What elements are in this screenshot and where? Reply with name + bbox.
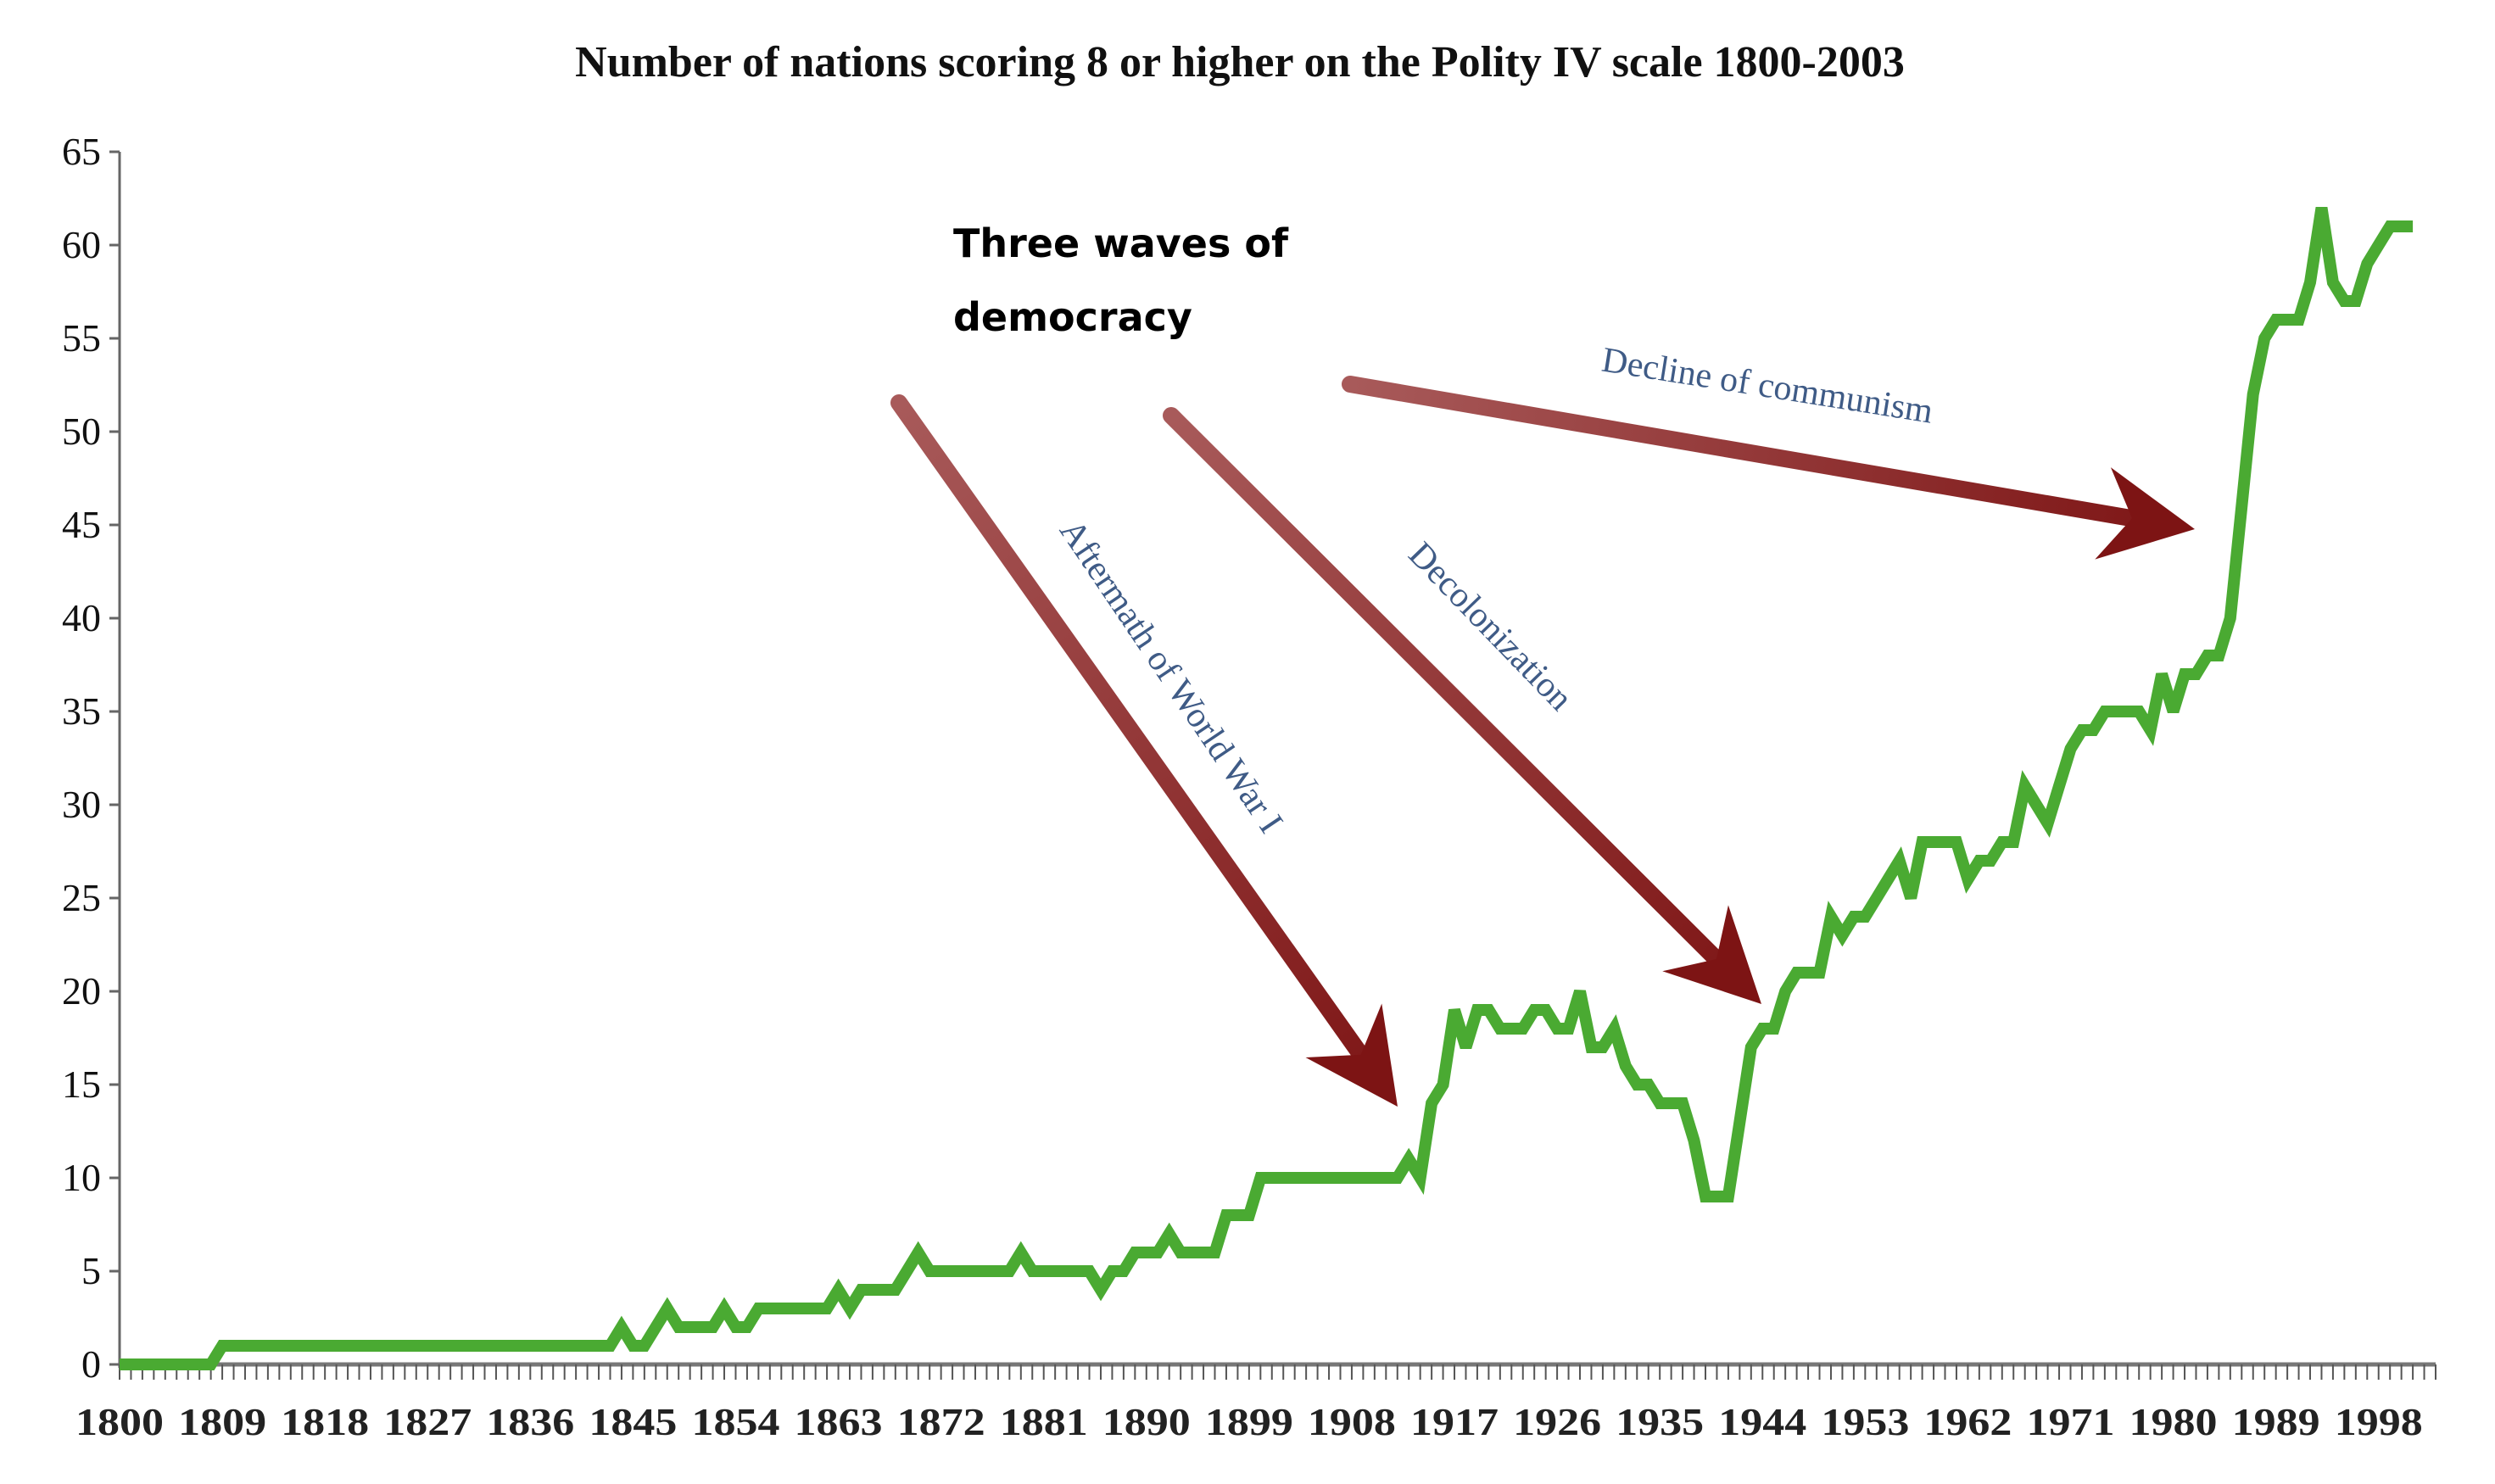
arrow2-label: Decolonization bbox=[1401, 535, 1580, 719]
x-ticks: 1800 1809 1818 1827 1836 1845 1854 1863 1872 1881… bbox=[75, 1364, 2436, 1443]
x-tick-label: 1836 bbox=[486, 1400, 574, 1443]
x-tick-label: 1980 bbox=[2129, 1400, 2218, 1443]
x-tick-label: 1881 bbox=[1000, 1400, 1088, 1443]
y-tick-label: 5 bbox=[81, 1249, 101, 1292]
arrow-aftermath-ww1 bbox=[890, 394, 1398, 1107]
x-tick-label: 1989 bbox=[2232, 1400, 2320, 1443]
x-tick-label: 1917 bbox=[1410, 1400, 1499, 1443]
series bbox=[120, 206, 2414, 1370]
x-tick-label: 1890 bbox=[1102, 1400, 1191, 1443]
x-tick-label: 1872 bbox=[897, 1400, 985, 1443]
x-tick-label: 1962 bbox=[1923, 1400, 2012, 1443]
arrow-head bbox=[2095, 467, 2195, 560]
y-tick-label: 10 bbox=[62, 1156, 101, 1199]
series-line bbox=[120, 206, 2414, 1370]
y-ticks: 0 5 10 15 20 25 30 35 40 45 50 55 60 65 bbox=[62, 130, 120, 1386]
arrow3-label: Decline of communism bbox=[1599, 341, 1936, 432]
x-tick-label: 1971 bbox=[2026, 1400, 2114, 1443]
arrows bbox=[890, 376, 2195, 1107]
y-tick-label: 55 bbox=[62, 316, 101, 360]
y-tick-label: 60 bbox=[62, 223, 101, 266]
axes bbox=[118, 152, 2436, 1368]
y-tick-label: 30 bbox=[62, 783, 101, 826]
x-tick-label: 1926 bbox=[1513, 1400, 1601, 1443]
y-tick-label: 15 bbox=[62, 1063, 101, 1106]
arrow-head bbox=[1662, 905, 1761, 1004]
y-tick-label: 40 bbox=[62, 596, 101, 639]
x-tick-label: 1998 bbox=[2335, 1400, 2423, 1443]
x-tick-label: 1863 bbox=[795, 1400, 883, 1443]
y-tick-label: 0 bbox=[81, 1342, 101, 1386]
x-tick-label: 1953 bbox=[1821, 1400, 1909, 1443]
arrow-head bbox=[1305, 1003, 1398, 1107]
y-tick-label: 35 bbox=[62, 689, 101, 733]
x-tick-label: 1827 bbox=[383, 1400, 472, 1443]
arrow-decolonization bbox=[1163, 407, 1761, 1004]
chart-title: Number of nations scoring 8 or higher on… bbox=[575, 38, 1905, 86]
arrow-shaft bbox=[1342, 376, 2146, 528]
y-tick-label: 25 bbox=[62, 876, 101, 919]
arrow-decline-communism bbox=[1342, 376, 2195, 560]
y-tick-label: 65 bbox=[62, 130, 101, 173]
x-tick-label: 1935 bbox=[1616, 1400, 1704, 1443]
x-tick-label: 1899 bbox=[1205, 1400, 1293, 1443]
x-tick-label: 1800 bbox=[75, 1400, 164, 1443]
x-tick-label: 1818 bbox=[281, 1400, 369, 1443]
y-tick-label: 20 bbox=[62, 969, 101, 1013]
annotation-heading-line1: Three waves of bbox=[953, 220, 1289, 266]
arrow-shaft bbox=[890, 394, 1372, 1067]
annotation-heading-line2: democracy bbox=[953, 294, 1192, 340]
x-tick-label: 1854 bbox=[691, 1400, 779, 1443]
arrow-shaft bbox=[1163, 407, 1728, 971]
x-tick-label: 1944 bbox=[1718, 1400, 1806, 1443]
x-tick-label: 1908 bbox=[1308, 1400, 1396, 1443]
x-tick-label: 1845 bbox=[589, 1400, 677, 1443]
y-tick-label: 50 bbox=[62, 410, 101, 453]
y-tick-label: 45 bbox=[62, 503, 101, 546]
x-tick-label: 1809 bbox=[178, 1400, 266, 1443]
